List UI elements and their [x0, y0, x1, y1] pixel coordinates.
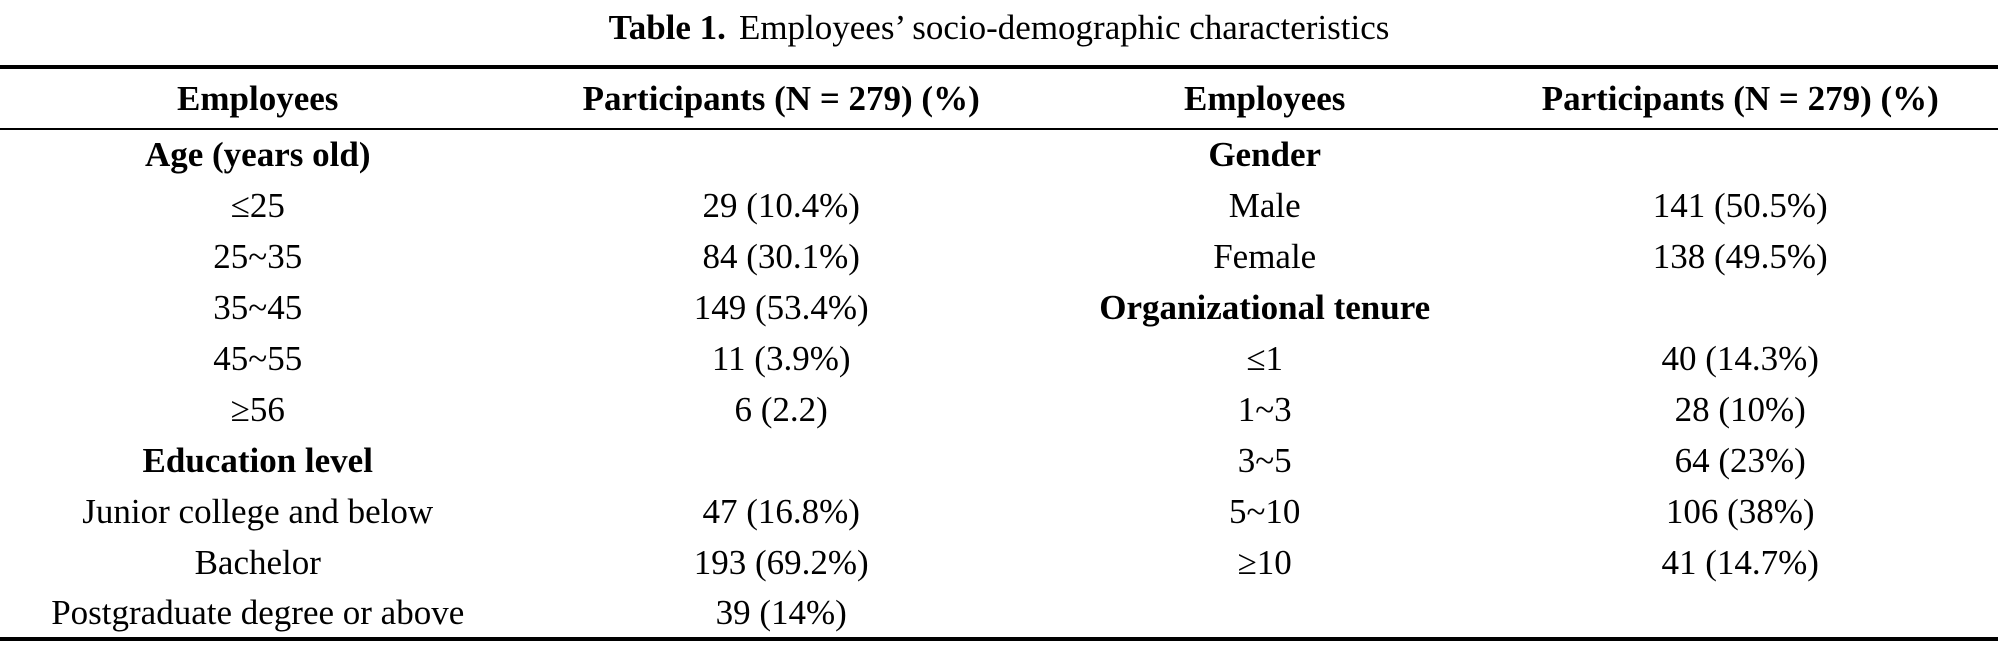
table-cell: 5~10: [1228, 491, 1301, 531]
table-row: Age (years old) Gender: [0, 129, 1998, 180]
table-cell: 84 (30.1%): [702, 236, 860, 276]
table-cell: Bachelor: [194, 542, 321, 582]
table-cell: ≥10: [1237, 542, 1292, 582]
table-cell: [515, 129, 1046, 180]
table-row: Education level 3~5 64 (23%): [0, 435, 1998, 486]
category-cell: Organizational tenure: [1099, 287, 1431, 327]
table-cell: 3~5: [1237, 440, 1292, 480]
table-cell: 193 (69.2%): [693, 542, 869, 582]
table-cell: 39 (14%): [715, 592, 847, 632]
table-cell: 47 (16.8%): [702, 491, 860, 531]
table-cell: ≤25: [230, 185, 285, 225]
column-header-employees-right: Employees: [1184, 78, 1346, 118]
table-row: 45~55 11 (3.9%) ≤1 40 (14.3%): [0, 333, 1998, 384]
caption-text: Employees’ socio-demographic characteris…: [738, 8, 1390, 47]
category-cell: Gender: [1208, 135, 1322, 174]
table-cell: 1~3: [1237, 389, 1292, 429]
caption-label: Table 1.: [608, 8, 726, 47]
column-header-participants-right: Participants (N = 279) (%): [1541, 78, 1939, 118]
table-cell: 25~35: [213, 236, 303, 276]
table-header: Employees Participants (N = 279) (%) Emp…: [0, 67, 1998, 129]
table-cell: [1482, 588, 1998, 639]
table-cell: 149 (53.4%): [693, 287, 869, 327]
table-cell: 141 (50.5%): [1652, 185, 1828, 225]
table-cell: Junior college and below: [82, 491, 434, 531]
table-cell: 41 (14.7%): [1661, 542, 1819, 582]
table-row: Bachelor 193 (69.2%) ≥10 41 (14.7%): [0, 537, 1998, 588]
table-cell: ≤1: [1246, 338, 1284, 378]
table-row: ≤25 29 (10.4%) Male 141 (50.5%): [0, 180, 1998, 231]
table-cell: 35~45: [213, 287, 303, 327]
category-cell: Age (years old): [144, 135, 371, 174]
table-cell: 6 (2.2): [734, 389, 828, 429]
table-cell: Male: [1228, 185, 1301, 225]
column-header-employees-left: Employees: [177, 78, 339, 118]
table-cell: 106 (38%): [1665, 491, 1815, 531]
table-cell: 29 (10.4%): [702, 185, 860, 225]
table-row: 35~45 149 (53.4%) Organizational tenure: [0, 282, 1998, 333]
table-cell: [515, 435, 1046, 486]
table-caption: Table 1. Employees’ socio-demographic cha…: [0, 0, 1998, 65]
table-row: 25~35 84 (30.1%) Female 138 (49.5%): [0, 231, 1998, 282]
table-cell: Female: [1213, 236, 1317, 276]
demographics-table: Employees Participants (N = 279) (%) Emp…: [0, 65, 1998, 641]
table-cell: 64 (23%): [1674, 440, 1806, 480]
table-body: Age (years old) Gender ≤25 29 (10.4%) Male 14…: [0, 129, 1998, 639]
table-cell: [1482, 129, 1998, 180]
table-row: Junior college and below 47 (16.8%) 5~10 10…: [0, 486, 1998, 537]
table-cell: 11 (3.9%): [711, 338, 851, 378]
category-cell: Education level: [142, 440, 373, 480]
table-cell: [1047, 588, 1483, 639]
table-row: Postgraduate degree or above 39 (14%): [0, 588, 1998, 639]
header-row: Employees Participants (N = 279) (%) Emp…: [0, 67, 1998, 129]
column-header-participants-left: Participants (N = 279) (%): [582, 78, 980, 118]
table-row: ≥56 6 (2.2) 1~3 28 (10%): [0, 384, 1998, 435]
table-cell: [1482, 282, 1998, 333]
table-cell: 45~55: [213, 338, 303, 378]
table-cell: 138 (49.5%): [1652, 236, 1828, 276]
table-cell: 28 (10%): [1674, 389, 1806, 429]
table-cell: 40 (14.3%): [1661, 338, 1819, 378]
table-cell: ≥56: [230, 389, 285, 429]
table-cell: Postgraduate degree or above: [51, 592, 465, 632]
